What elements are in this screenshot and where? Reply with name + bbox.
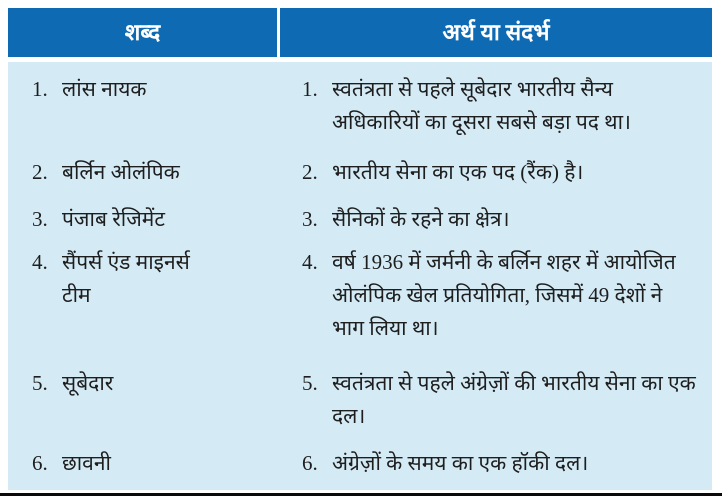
header-column-divider bbox=[277, 8, 280, 57]
meaning-number: 3. bbox=[302, 207, 318, 231]
meaning-text: अंग्रेज़ों के समय का एक हॉकी दल। bbox=[332, 451, 589, 475]
word-cell: 1. लांस नायक bbox=[8, 73, 270, 139]
meaning-cell: 2. भारतीय सेना का एक पद (रैंक) है। bbox=[270, 156, 712, 189]
meaning-number: 4. bbox=[302, 250, 318, 274]
meaning-number: 1. bbox=[302, 77, 318, 101]
meaning-text: स्वतंत्रता से पहले सूबेदार भारतीय सैन्य … bbox=[332, 77, 631, 134]
table-body: 1. लांस नायक 1. स्वतंत्रता से पहले सूबेद… bbox=[8, 62, 712, 490]
word-text: सूबेदार bbox=[62, 371, 114, 395]
word-cell: 2. बर्लिन ओलंपिक bbox=[8, 156, 270, 189]
word-number: 2. bbox=[32, 160, 48, 184]
word-number: 1. bbox=[32, 77, 48, 101]
word-cell: 5. सूबेदार bbox=[8, 367, 270, 433]
header-meaning-column: अर्थ या संदर्भ bbox=[442, 20, 550, 45]
table-header-row: शब्द अर्थ या संदर्भ bbox=[8, 8, 712, 57]
word-cell: 6. छावनी bbox=[8, 447, 270, 480]
word-number: 5. bbox=[32, 371, 48, 395]
word-cell: 4. सैंपर्स एंड माइनर्स टीम bbox=[8, 246, 270, 345]
meaning-text: सैनिकों के रहने का क्षेत्र। bbox=[332, 207, 510, 231]
table-row: 2. बर्लिन ओलंपिक 2. भारतीय सेना का एक पद… bbox=[8, 156, 712, 189]
meaning-text: भारतीय सेना का एक पद (रैंक) है। bbox=[332, 160, 584, 184]
meaning-text: स्वतंत्रता से पहले अंग्रेज़ों की भारतीय … bbox=[332, 371, 696, 428]
word-number: 6. bbox=[32, 451, 48, 475]
meaning-text: वर्ष 1936 में जर्मनी के बर्लिन शहर में आ… bbox=[332, 250, 676, 340]
meaning-number: 6. bbox=[302, 451, 318, 475]
meaning-number: 5. bbox=[302, 371, 318, 395]
meaning-cell: 5. स्वतंत्रता से पहले अंग्रेज़ों की भारत… bbox=[270, 367, 712, 433]
meaning-cell: 6. अंग्रेज़ों के समय का एक हॉकी दल। bbox=[270, 447, 712, 480]
word-number: 3. bbox=[32, 207, 48, 231]
word-text: बर्लिन ओलंपिक bbox=[62, 160, 180, 184]
word-text: लांस नायक bbox=[62, 77, 147, 101]
meaning-cell: 4. वर्ष 1936 में जर्मनी के बर्लिन शहर मे… bbox=[270, 246, 712, 345]
table-row: 6. छावनी 6. अंग्रेज़ों के समय का एक हॉकी… bbox=[8, 447, 712, 480]
meaning-cell: 1. स्वतंत्रता से पहले सूबेदार भारतीय सैन… bbox=[270, 73, 712, 139]
table-row: 3. पंजाब रेजिमेंट 3. सैनिकों के रहने का … bbox=[8, 203, 712, 236]
word-text: पंजाब रेजिमेंट bbox=[62, 207, 165, 231]
table-row: 4. सैंपर्स एंड माइनर्स टीम 4. वर्ष 1936 … bbox=[8, 246, 712, 345]
meaning-number: 2. bbox=[302, 160, 318, 184]
word-text: सैंपर्स एंड माइनर्स टीम bbox=[62, 250, 190, 307]
word-meaning-table: शब्द अर्थ या संदर्भ 1. लांस नायक 1. स्वत… bbox=[8, 8, 712, 490]
header-word-column: शब्द bbox=[124, 20, 161, 45]
table-row: 1. लांस नायक 1. स्वतंत्रता से पहले सूबेद… bbox=[8, 73, 712, 139]
page-bottom-rule bbox=[0, 493, 722, 496]
word-cell: 3. पंजाब रेजिमेंट bbox=[8, 203, 270, 236]
table-row: 5. सूबेदार 5. स्वतंत्रता से पहले अंग्रेज… bbox=[8, 367, 712, 433]
meaning-cell: 3. सैनिकों के रहने का क्षेत्र। bbox=[270, 203, 712, 236]
word-text: छावनी bbox=[62, 451, 111, 475]
word-number: 4. bbox=[32, 250, 48, 274]
